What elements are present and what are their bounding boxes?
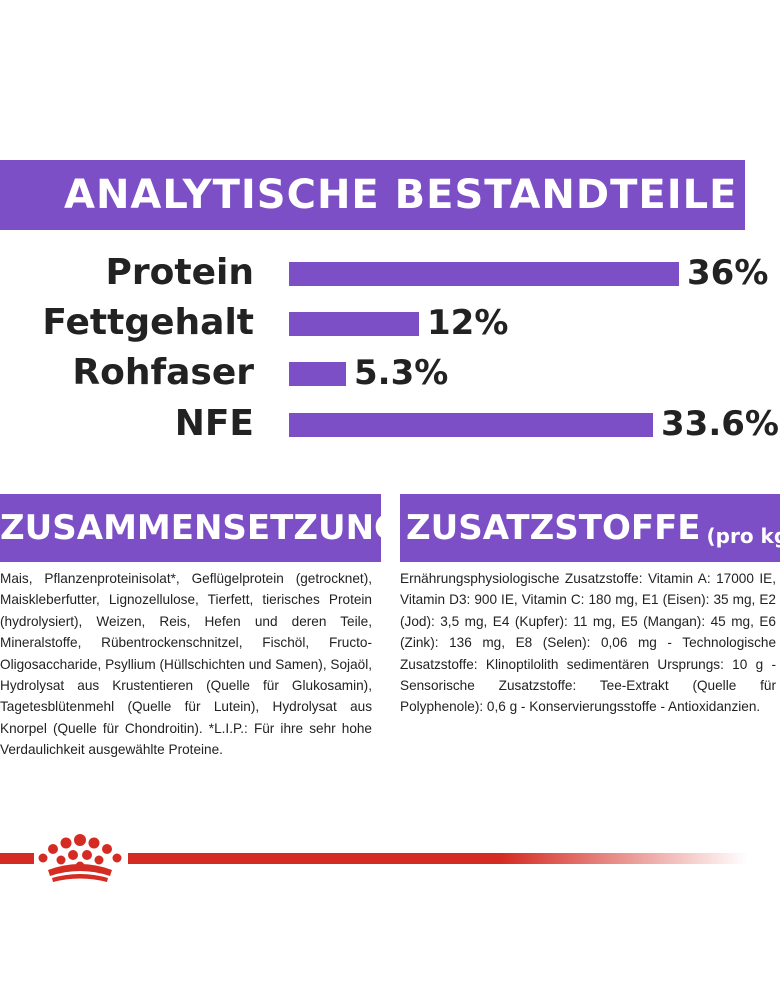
composition-text: Mais, Pflanzenproteinisolat*, Geflügelpr… [0,571,372,758]
analytics-title: ANALYTISCHE BESTANDTEILE [64,172,738,218]
nutrient-bar [289,413,653,437]
nutrient-bar [289,362,346,386]
nutrient-value: 33.6% [661,404,779,444]
nutrient-row-fettgehalt: Fettgehalt 12% [0,300,780,346]
nutrient-row-nfe: NFE 33.6% [0,401,780,447]
nutrient-value: 36% [687,253,769,293]
analytics-title-banner: ANALYTISCHE BESTANDTEILE [0,160,745,230]
nutrient-bar [289,312,419,336]
footer-red-line-right [128,853,748,864]
nutrient-label: Rohfaser [72,352,254,393]
nutrient-row-rohfaser: Rohfaser 5.3% [0,350,780,396]
additives-header: ZUSATZSTOFFE (pro kg) [400,494,780,562]
additives-title-suffix: (pro kg) [706,524,780,548]
nutrient-bar [289,262,679,286]
footer-red-line-left [0,853,34,864]
nutrient-row-protein: Protein 36% [0,250,780,296]
royal-canin-crown-icon [38,834,122,882]
nutrient-label: Protein [105,252,254,293]
composition-title: ZUSAMMENSETZUNG [0,508,381,548]
nutrient-label: Fettgehalt [42,302,254,343]
composition-header: ZUSAMMENSETZUNG [0,494,381,562]
additives-title: ZUSATZSTOFFE [406,508,701,548]
nutrient-value: 12% [427,303,509,343]
additives-text: Ernährungsphysiologische Zusatzstoffe: V… [400,571,776,715]
nutrient-value: 5.3% [354,353,449,393]
nutrient-label: NFE [174,403,254,444]
